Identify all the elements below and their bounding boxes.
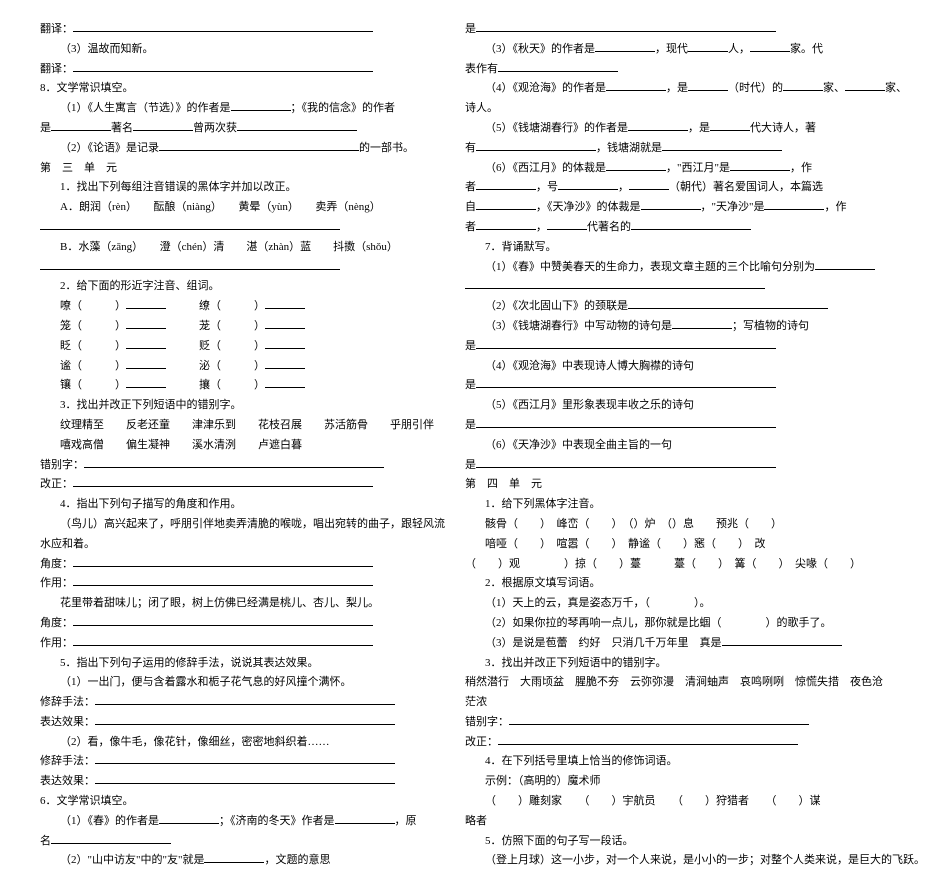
text-line: 是 bbox=[465, 456, 925, 476]
text-line: 纹理精至 反老还童 津津乐到 花枝召展 苏活筋骨 乎朋引伴 bbox=[40, 416, 445, 436]
text-line: 嘹（ ） 缭（ ） bbox=[40, 297, 445, 317]
text-line: 1．给下列黑体字注音。 bbox=[465, 495, 925, 515]
text-line: （6）《西江月》的体裁是，"西江月"是，作 bbox=[465, 159, 925, 179]
text-line: （2）如果你拉的琴再响一点儿，那你就是比蝈（ ）的歌手了。 bbox=[465, 614, 925, 634]
text-line: （1）《春》中赞美春天的生命力，表现文章主题的三个比喻句分别为 bbox=[465, 258, 925, 278]
text-line: 茫浓 bbox=[465, 693, 925, 713]
text-line: （6）《天净沙》中表现全曲主旨的一句 bbox=[465, 436, 925, 456]
text-line: 4．在下列括号里填上恰当的修饰词语。 bbox=[465, 752, 925, 772]
text-line: 7．背诵默写。 bbox=[465, 238, 925, 258]
text-line: 作用： bbox=[40, 574, 445, 594]
text-line: 示例：（高明的）魔术师 bbox=[465, 772, 925, 792]
text-line: （2）《论语》是记录的一部书。 bbox=[40, 139, 445, 159]
text-line: 者，号，（朝代）著名爱国词人，本篇选 bbox=[465, 178, 925, 198]
text-line: 2．根据原文填写词语。 bbox=[465, 574, 925, 594]
text-line: （登上月球）这一小步，对一个人来说，是小小的一步；对整个人类来说，是巨大的飞跃。 bbox=[465, 851, 925, 871]
text-line: 表达效果： bbox=[40, 772, 445, 792]
text-line: 翻译： bbox=[40, 20, 445, 40]
text-line: 表达效果： bbox=[40, 713, 445, 733]
text-line: A．朗润（rèn） 酝酿（niàng） 黄晕（yùn） 卖弄（nèng） bbox=[40, 198, 445, 218]
text-line: （5）《西江月》里形象表现丰收之乐的诗句 bbox=[465, 396, 925, 416]
text-line: （ ）雕刻家 （ ）宇航员 （ ）狩猎者 （ ）谋 bbox=[465, 792, 925, 812]
text-line: 水应和着。 bbox=[40, 535, 445, 555]
text-line: 谧（ ） 泌（ ） bbox=[40, 357, 445, 377]
text-line: 有，钱塘湖就是 bbox=[465, 139, 925, 159]
text-line: 修辞手法： bbox=[40, 752, 445, 772]
text-line: 改正： bbox=[40, 475, 445, 495]
text-line: （3）温故而知新。 bbox=[40, 40, 445, 60]
text-line: 改正： bbox=[465, 733, 925, 753]
text-line: 笼（ ） 茏（ ） bbox=[40, 317, 445, 337]
blank-line bbox=[465, 277, 925, 297]
text-line: （2）"山中访友"中的"友"就是，文题的意思 bbox=[40, 851, 445, 871]
text-line: （1）《人生寓言（节选）》的作者是；《我的信念》的作者 bbox=[40, 99, 445, 119]
section-header: 第 三 单 元 bbox=[40, 159, 445, 179]
text-line: B．水藻（zāng） 澄（chén）清 湛（zhàn）蓝 抖擞（shǒu） bbox=[40, 238, 445, 258]
text-line: 花里带着甜味儿；闭了眼，树上仿佛已经满是桃儿、杏儿、梨儿。 bbox=[40, 594, 445, 614]
text-line: 喑哑（ ） 喧嚣（ ） 静谧（ ）窸（ ） 改 bbox=[465, 535, 925, 555]
text-line: （1）天上的云，真是姿态万千，（ ）。 bbox=[465, 594, 925, 614]
text-line: （1）《春》的作者是；《济南的冬天》作者是，原 bbox=[40, 812, 445, 832]
left-column: 翻译： （3）温故而知新。 翻译： 8．文学常识填空。 （1）《人生寓言（节选）… bbox=[30, 20, 455, 635]
text-line: 角度： bbox=[40, 555, 445, 575]
text-line: 镶（ ） 攘（ ） bbox=[40, 376, 445, 396]
text-line: 骸骨（ ） 峰峦（ ） （）炉 （）息 预兆（ ） bbox=[465, 515, 925, 535]
text-line: 1．找出下列每组注音错误的黑体字并加以改正。 bbox=[40, 178, 445, 198]
text-line: 作用： bbox=[40, 634, 445, 654]
text-line: 错别字： bbox=[465, 713, 925, 733]
text-line: 8．文学常识填空。 bbox=[40, 79, 445, 99]
text-line: 2．给下面的形近字注音、组词。 bbox=[40, 277, 445, 297]
text-line: 3．找出并改正下列短语中的错别字。 bbox=[465, 654, 925, 674]
text-line: 角度： bbox=[40, 614, 445, 634]
text-line: 稍然潜行 大雨顷盆 腥脆不夯 云弥弥漫 清涧蚰声 哀鸣咧咧 惊慌失措 夜色沧 bbox=[465, 673, 925, 693]
right-column: 是 （3）《秋天》的作者是，现代人，家。代 表作有 （4）《观沧海》的作者是，是… bbox=[455, 20, 935, 635]
text-line: 眨（ ） 贬（ ） bbox=[40, 337, 445, 357]
text-line: （4）《观沧海》的作者是，是（时代）的家、家、 bbox=[465, 79, 925, 99]
text-line: （5）《钱塘湖春行》的作者是，是代大诗人，著 bbox=[465, 119, 925, 139]
text-line: 自，《天净沙》的体裁是，"天净沙"是，作 bbox=[465, 198, 925, 218]
text-line: （4）《观沧海》中表现诗人博大胸襟的诗句 bbox=[465, 357, 925, 377]
text-line: 是 bbox=[465, 337, 925, 357]
text-line: 4．指出下列句子描写的角度和作用。 bbox=[40, 495, 445, 515]
text-line: 表作有 bbox=[465, 60, 925, 80]
text-line: （1）一出门，便与含着露水和栀子花气息的好风撞个满怀。 bbox=[40, 673, 445, 693]
text-line: 名 bbox=[40, 832, 445, 852]
text-line: 修辞手法： bbox=[40, 693, 445, 713]
text-line: （3）是说是苞蕾 约好 只消几千万年里 真是 bbox=[465, 634, 925, 654]
text-line: 错别字： bbox=[40, 456, 445, 476]
text-line: 5．仿照下面的句子写一段话。 bbox=[465, 832, 925, 852]
text-line: 翻译： bbox=[40, 60, 445, 80]
text-line: （2）《次北固山下》的颈联是 bbox=[465, 297, 925, 317]
text-line: 5．指出下列句子运用的修辞手法，说说其表达效果。 bbox=[40, 654, 445, 674]
text-line: 嘻戏高僧 偏生凝神 溪水清洌 卢遮白暮 bbox=[40, 436, 445, 456]
blank-line bbox=[40, 218, 445, 238]
text-line: （鸟儿）高兴起来了，呼朋引伴地卖弄清脆的喉咙，唱出宛转的曲子，跟轻风流 bbox=[40, 515, 445, 535]
text-line: 略者 bbox=[465, 812, 925, 832]
text-line: 3．找出并改正下列短语中的错别字。 bbox=[40, 396, 445, 416]
blank-line bbox=[40, 258, 445, 278]
text-line: （2）看，像牛毛，像花针，像细丝，密密地斜织着…… bbox=[40, 733, 445, 753]
text-line: 是 bbox=[465, 20, 925, 40]
text-line: 是 bbox=[465, 416, 925, 436]
text-line: （3）《秋天》的作者是，现代人，家。代 bbox=[465, 40, 925, 60]
text-line: 者，代著名的 bbox=[465, 218, 925, 238]
text-line: 是著名曾两次获 bbox=[40, 119, 445, 139]
text-line: （3）《钱塘湖春行》中写动物的诗句是；写植物的诗句 bbox=[465, 317, 925, 337]
text-line: （ ）观 ）掠（ ）薹 薹（ ） 篝（ ） 尖喙（ ） bbox=[465, 555, 925, 575]
text-line: 是 bbox=[465, 376, 925, 396]
text-line: 6．文学常识填空。 bbox=[40, 792, 445, 812]
section-header: 第 四 单 元 bbox=[465, 475, 925, 495]
text-line: 诗人。 bbox=[465, 99, 925, 119]
